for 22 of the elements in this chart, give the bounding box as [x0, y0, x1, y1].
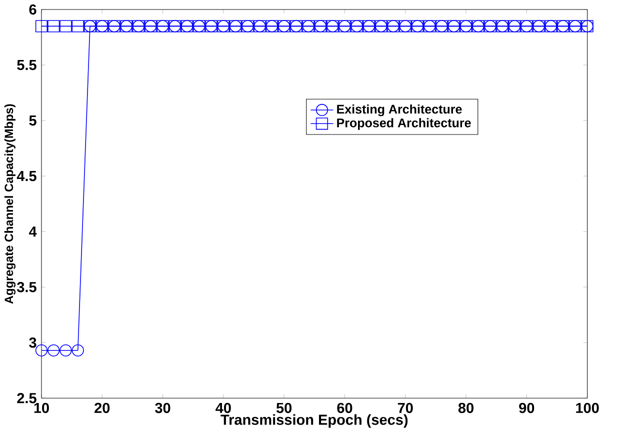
x-tick-label: 10 — [34, 402, 49, 414]
x-tick-label: 50 — [276, 402, 292, 414]
y-tick-label: 6 — [29, 4, 36, 15]
x-tick-label: 60 — [337, 402, 352, 414]
y-tick-label: 4.5 — [16, 171, 36, 182]
x-tick-label: 90 — [519, 402, 534, 414]
y-tick-label: 5.5 — [17, 60, 36, 70]
x-tick-label: 100 — [576, 402, 599, 414]
y-tick-label: 5 — [29, 116, 36, 126]
legend-label: Existing Architecture — [337, 104, 462, 116]
legend-label: Proposed Architecture — [337, 118, 471, 130]
y-tick-label: 3.5 — [16, 282, 36, 292]
y-tick-label: 2.5 — [17, 393, 36, 404]
y-tick-label: 4 — [28, 226, 37, 237]
x-tick-label: 40 — [216, 402, 231, 414]
x-tick-label: 20 — [94, 402, 110, 414]
x-axis-title: Transmission Epoch (secs) — [220, 414, 408, 428]
x-tick-label: 80 — [458, 402, 474, 414]
y-tick-label: 3 — [29, 338, 36, 348]
x-tick-label: 30 — [155, 402, 170, 414]
x-tick-label: 70 — [398, 402, 413, 414]
y-axis-title: Aggregate Channel Capacity(Mbps) — [4, 104, 16, 304]
